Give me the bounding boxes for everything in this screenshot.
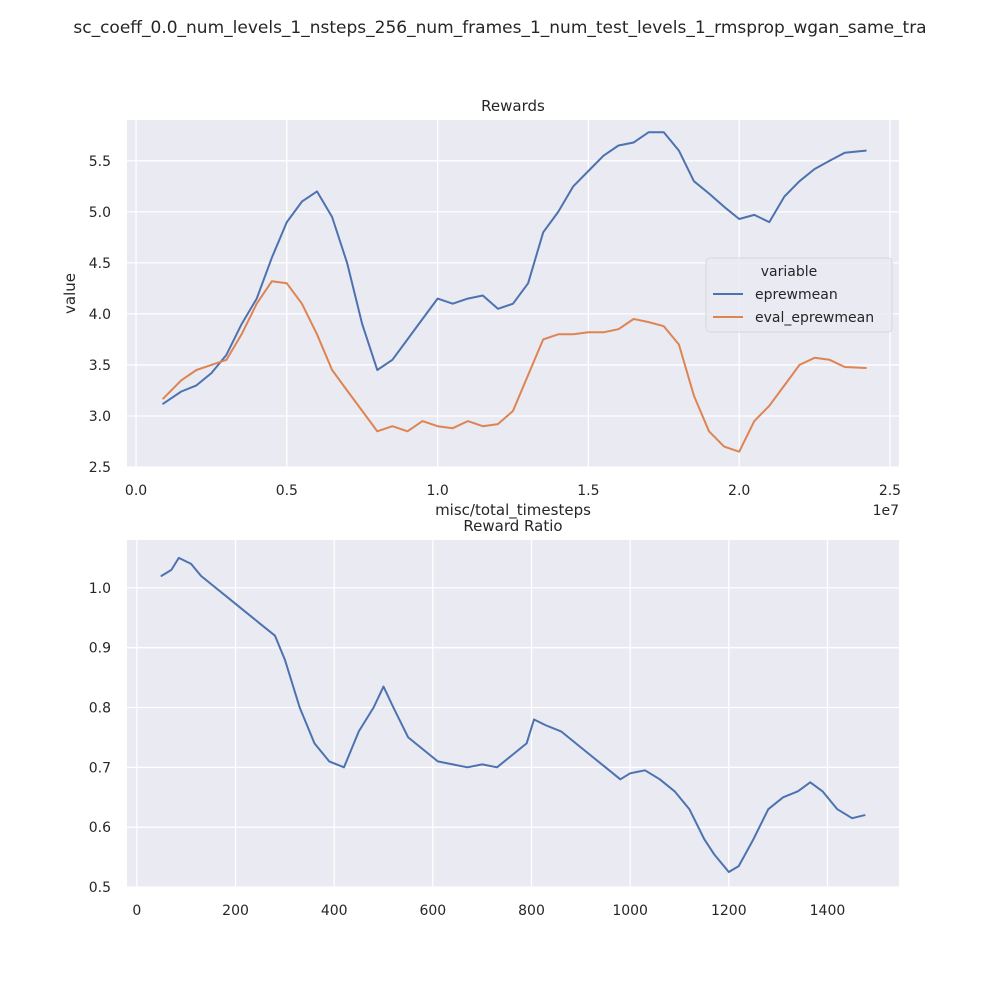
x-tick-label: 800 bbox=[518, 903, 545, 919]
x-axis-label: misc/total_timesteps bbox=[435, 501, 591, 520]
y-tick-label: 1.0 bbox=[89, 581, 111, 597]
plot-area bbox=[127, 540, 899, 887]
legend-entry: eprewmean bbox=[755, 287, 838, 303]
x-offset-label: 1e7 bbox=[873, 503, 899, 519]
x-tick-label: 2.5 bbox=[879, 483, 901, 499]
reward-ratio-panel: 0 200 400 600 800 1000 1200 1400 0.5 0.6 0.7 0.8 0.9… bbox=[89, 517, 899, 919]
y-tick-label: 0.5 bbox=[89, 880, 111, 896]
y-tick-label: 2.5 bbox=[89, 460, 111, 476]
x-tick-label: 600 bbox=[419, 903, 446, 919]
x-tick-label: 2.0 bbox=[728, 483, 750, 499]
y-tick-label: 0.9 bbox=[89, 641, 111, 657]
chart-title: Reward Ratio bbox=[463, 517, 562, 535]
y-tick-label: 4.5 bbox=[89, 256, 111, 272]
series-line-eprewmean bbox=[162, 131, 867, 405]
y-tick-label: 3.0 bbox=[89, 409, 111, 425]
series-line-ratio bbox=[160, 556, 866, 873]
figure-suptitle: sc_coeff_0.0_num_levels_1_nsteps_256_num… bbox=[73, 18, 926, 38]
y-tick-label: 5.5 bbox=[89, 154, 111, 170]
y-tick-label: 5.0 bbox=[89, 205, 111, 221]
rewards-panel: 0.0 0.5 1.0 1.5 2.0 2.5 2.5 3.0 3.5 4.0 4.5 5.0 5.5 R… bbox=[61, 97, 901, 520]
x-tick-label: 0.0 bbox=[125, 483, 147, 499]
y-tick-label: 4.0 bbox=[89, 307, 111, 323]
y-tick-label: 0.8 bbox=[89, 701, 111, 717]
x-tick-label: 1.0 bbox=[426, 483, 448, 499]
legend-title: variable bbox=[761, 264, 817, 280]
legend-entry: eval_eprewmean bbox=[755, 310, 874, 326]
chart-title: Rewards bbox=[481, 97, 545, 115]
x-tick-label: 0 bbox=[132, 903, 141, 919]
legend-box bbox=[705, 257, 893, 333]
x-tick-label: 1.5 bbox=[577, 483, 599, 499]
y-tick-label: 0.7 bbox=[89, 760, 111, 776]
x-tick-label: 0.5 bbox=[276, 483, 298, 499]
x-tick-label: 1000 bbox=[612, 903, 648, 919]
x-tick-label: 400 bbox=[321, 903, 348, 919]
x-tick-label: 1400 bbox=[810, 903, 846, 919]
series-line-eval_eprewmean bbox=[162, 280, 867, 453]
y-tick-label: 3.5 bbox=[89, 358, 111, 374]
y-tick-label: 0.6 bbox=[89, 820, 111, 836]
x-tick-label: 1200 bbox=[711, 903, 747, 919]
y-axis-label: value bbox=[61, 273, 79, 314]
x-tick-label: 200 bbox=[222, 903, 249, 919]
